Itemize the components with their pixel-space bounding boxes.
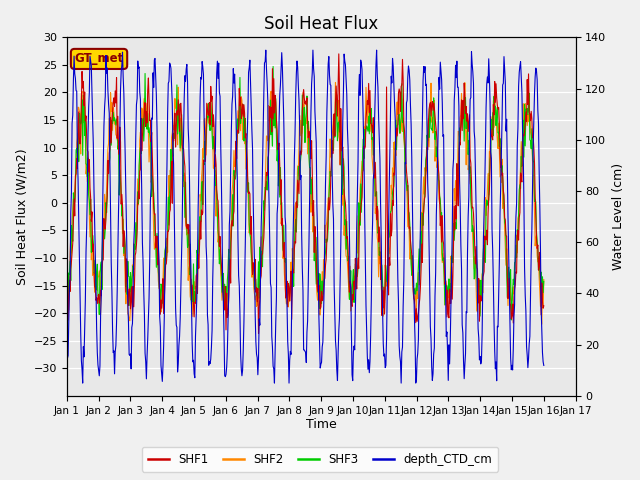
Y-axis label: Soil Heat Flux (W/m2): Soil Heat Flux (W/m2) [15, 148, 28, 285]
Title: Soil Heat Flux: Soil Heat Flux [264, 15, 378, 33]
Legend: SHF1, SHF2, SHF3, depth_CTD_cm: SHF1, SHF2, SHF3, depth_CTD_cm [142, 447, 498, 472]
X-axis label: Time: Time [306, 419, 337, 432]
Text: GT_met: GT_met [74, 52, 124, 65]
Y-axis label: Water Level (cm): Water Level (cm) [612, 163, 625, 270]
